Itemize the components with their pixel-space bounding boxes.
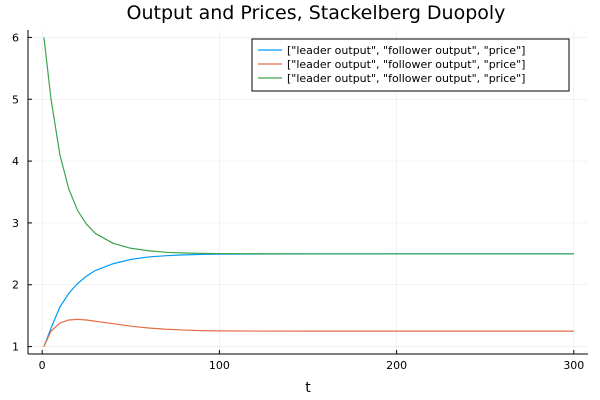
x-tick-label: 200: [386, 359, 407, 372]
series-line-2: [43, 318, 574, 347]
series-line-3: [43, 37, 574, 255]
legend-box: [251, 38, 570, 92]
x-tick-label: 300: [563, 359, 584, 372]
series-group: [43, 37, 574, 347]
y-tick-label: 3: [12, 217, 19, 230]
legend-label-1: ["leader output", "follower output", "pr…: [287, 44, 525, 57]
y-tick-label: 2: [12, 279, 19, 292]
legend: ["leader output", "follower output", "pr…: [251, 38, 570, 92]
x-axis-label: t: [305, 380, 311, 396]
y-tick-label: 1: [12, 341, 19, 354]
x-tick-label: 0: [39, 359, 46, 372]
legend-label-2: ["leader output", "follower output", "pr…: [287, 58, 525, 71]
x-tick-label: 100: [209, 359, 230, 372]
chart-title: Output and Prices, Stackelberg Duopoly: [127, 2, 506, 24]
y-tick-label: 4: [12, 155, 19, 168]
y-tick-label: 6: [12, 31, 19, 44]
legend-label-3: ["leader output", "follower output", "pr…: [287, 72, 525, 85]
y-tick-label: 5: [12, 93, 19, 106]
series-line-1: [43, 253, 574, 347]
axes: 0 100 200 300 1 2 3 4 5 6: [12, 30, 588, 372]
